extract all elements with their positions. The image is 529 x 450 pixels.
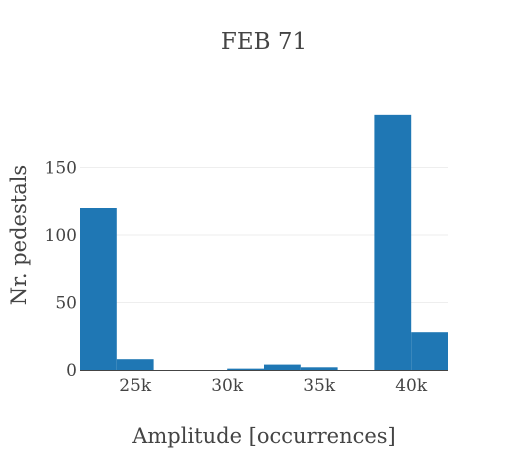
x-tick-label: 35k <box>303 376 336 396</box>
y-tick-label: 100 <box>45 226 77 246</box>
x-tick-label: 25k <box>119 376 152 396</box>
y-tick-label: 150 <box>45 159 77 179</box>
y-tick-label: 0 <box>66 361 77 381</box>
histogram-bar <box>227 368 264 370</box>
x-axis-title: Amplitude [occurrences] <box>131 424 396 448</box>
y-tick-label: 50 <box>55 294 77 314</box>
histogram-bar <box>80 208 117 370</box>
histogram-bar <box>264 364 301 370</box>
chart-title: FEB 71 <box>221 29 307 55</box>
histogram-bar <box>411 332 448 370</box>
histogram-bar <box>374 114 412 370</box>
x-tick-label: 30k <box>211 376 244 396</box>
y-axis-title: Nr. pedestals <box>7 165 31 305</box>
x-tick-label: 40k <box>395 376 428 396</box>
x-tick-labels: 25k 30k 35k 40k <box>119 376 428 396</box>
histogram-bar <box>300 367 338 370</box>
y-tick-labels: 0 50 100 150 <box>45 159 77 382</box>
histogram-bars <box>80 114 448 370</box>
histogram-bar <box>116 359 154 370</box>
